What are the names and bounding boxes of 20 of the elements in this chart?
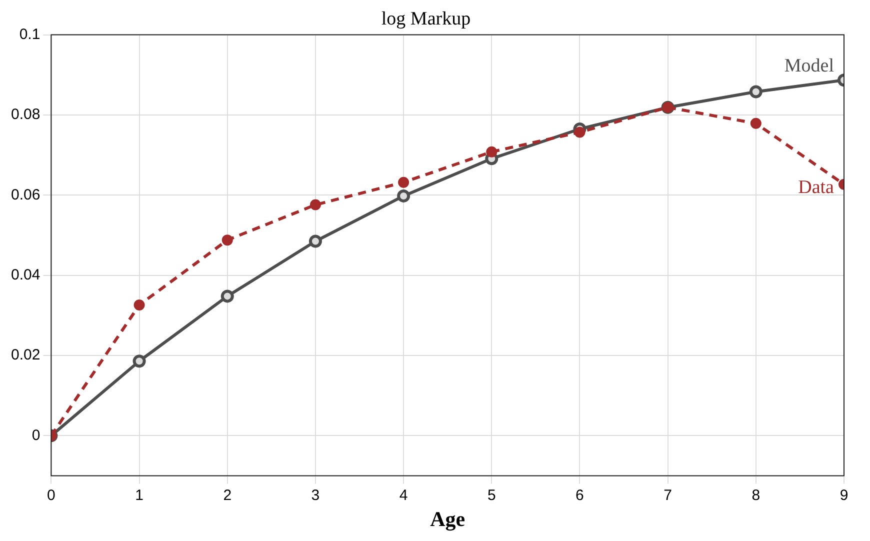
x-tick-label: 0: [47, 486, 56, 504]
y-tick-label: 0.1: [19, 26, 40, 43]
x-tick-label: 5: [487, 486, 496, 504]
x-tick-label: 3: [311, 486, 320, 504]
x-tick-label: 7: [664, 486, 672, 504]
y-tick-label: 0.02: [10, 346, 40, 364]
y-tick-label: 0.06: [10, 186, 40, 204]
y-tick-label: 0.04: [10, 266, 40, 284]
series-label: Data: [798, 176, 835, 198]
x-axis-title: Age: [430, 506, 466, 531]
x-tick-label: 2: [223, 486, 232, 504]
series-label: Model: [784, 56, 834, 77]
x-tick-label: 6: [576, 486, 584, 504]
x-tick-label: 8: [752, 486, 760, 504]
x-tick-label: 1: [135, 486, 144, 504]
x-tick-label: 9: [840, 486, 848, 504]
x-tick-label: 4: [399, 486, 408, 504]
chart-title: log Markup: [381, 8, 471, 30]
y-tick-label: 0.08: [10, 106, 40, 124]
y-tick-label: 0: [32, 426, 40, 444]
